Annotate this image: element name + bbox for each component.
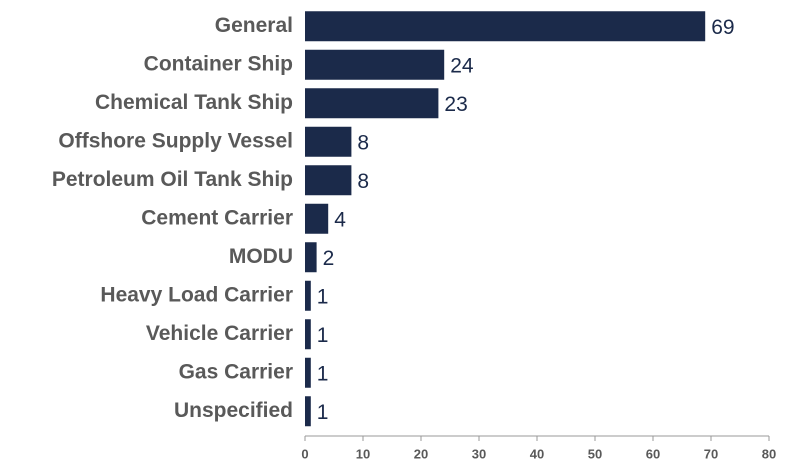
x-tick-label: 30 [472,446,486,461]
x-tick-label: 0 [301,446,308,461]
bar [305,357,311,388]
value-label: 1 [317,362,329,385]
y-tick-label: Vehicle Carrier [146,322,293,345]
x-tick-label: 60 [646,446,660,461]
x-tick-label: 20 [414,446,428,461]
y-tick-label: General [215,14,293,37]
bar [305,242,317,273]
bar [305,280,311,311]
value-label: 1 [317,285,329,308]
x-tick-label: 50 [588,446,602,461]
y-tick-label: Offshore Supply Vessel [58,129,293,152]
y-tick-label: Unspecified [174,399,293,422]
bar [305,319,311,350]
value-label: 8 [357,131,369,154]
value-label: 1 [317,401,329,424]
y-tick-label: Container Ship [144,52,293,75]
value-label: 69 [711,16,734,39]
value-label: 2 [323,247,335,270]
y-tick-label: MODU [229,245,293,268]
bar [305,126,352,157]
y-tick-label: Heavy Load Carrier [100,283,293,306]
y-tick-label: Chemical Tank Ship [95,91,293,114]
bar [305,396,311,427]
bar [305,49,445,80]
y-tick-label: Cement Carrier [141,206,293,229]
y-tick-label: Petroleum Oil Tank Ship [52,168,293,191]
x-tick-label: 40 [530,446,544,461]
x-tick-label: 80 [762,446,776,461]
bar [305,11,706,42]
x-tick-label: 70 [704,446,718,461]
value-label: 23 [444,93,467,116]
x-tick-label: 10 [356,446,370,461]
bar [305,203,329,234]
bar [305,88,439,119]
bar [305,165,352,196]
value-label: 4 [334,208,346,231]
y-tick-label: Gas Carrier [179,360,293,383]
value-label: 24 [450,54,474,77]
value-label: 8 [357,170,369,193]
value-label: 1 [317,324,329,347]
